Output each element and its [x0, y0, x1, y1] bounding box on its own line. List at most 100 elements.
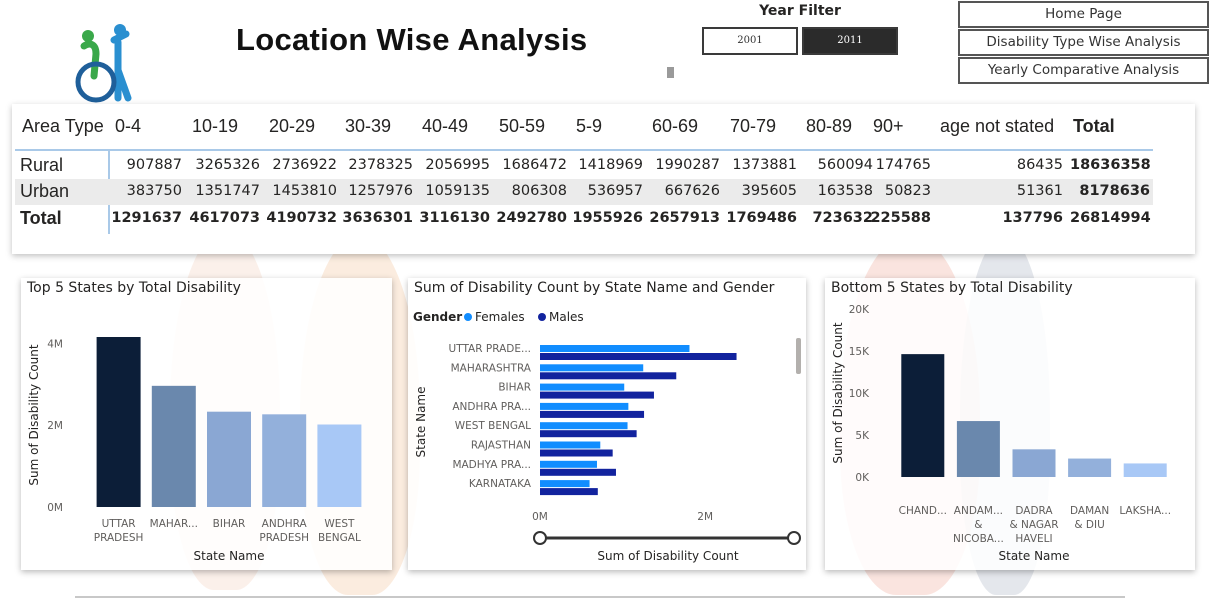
matrix-cell: 18636358	[1070, 157, 1151, 173]
x-tick-label: NICOBA...	[953, 533, 1004, 545]
bar[interactable]	[540, 353, 737, 360]
matrix-col-header: age not stated	[940, 116, 1055, 136]
bar[interactable]	[1123, 463, 1167, 477]
bar[interactable]	[1068, 458, 1112, 477]
matrix-row-label-rural: Rural	[20, 155, 64, 175]
y-tick-label: 20K	[849, 304, 870, 316]
matrix-cell: 1373881	[732, 157, 797, 173]
home-page-button[interactable]: Home Page	[958, 1, 1209, 28]
bottom5-states-chart: 0K 5K 10K 15K 20K CHAND... ANDAM... & NICOBA... D…	[831, 304, 1171, 563]
bar[interactable]	[540, 430, 637, 438]
matrix-cell: 2736922	[272, 157, 337, 173]
x-tick-label: MAHAR...	[150, 518, 198, 530]
year-button-2001[interactable]: 2001	[702, 27, 798, 55]
bar[interactable]	[901, 354, 945, 477]
age-area-matrix: Area Type 0-4 10-19 20-29 30-39 40-49 50…	[12, 104, 1195, 254]
x-axis-title: State Name	[194, 549, 265, 563]
matrix-cell: 536957	[587, 183, 643, 199]
bar[interactable]	[540, 468, 616, 476]
x-tick-label: HAVELI	[1015, 533, 1052, 545]
y-tick-label: RAJASTHAN	[471, 440, 531, 452]
year-button-2011[interactable]: 2011	[802, 27, 898, 55]
bar[interactable]	[540, 345, 690, 352]
yearly-comparative-analysis-button[interactable]: Yearly Comparative Analysis	[958, 57, 1209, 84]
bar[interactable]	[540, 460, 597, 468]
y-tick-label: 10K	[849, 388, 870, 400]
matrix-col-header: 10-19	[192, 116, 239, 136]
small-marker	[667, 67, 674, 78]
matrix-col-header: 80-89	[806, 116, 853, 136]
zoom-slider-handle-right[interactable]	[787, 531, 801, 545]
legend-item[interactable]: Males	[549, 310, 584, 324]
year-filter-label: Year Filter	[759, 3, 841, 19]
bottom5-states-panel: Bottom 5 States by Total Disability 0K 5K…	[825, 278, 1195, 570]
matrix-cell: 2657913	[649, 210, 720, 226]
y-tick-label: BIHAR	[498, 382, 531, 394]
matrix-cell: 1686472	[502, 157, 567, 173]
x-tick-label: ANDAM...	[954, 505, 1003, 517]
y-tick-label: ANDHRA PRA...	[452, 401, 531, 413]
bar[interactable]	[96, 337, 141, 507]
zoom-slider-handle-left[interactable]	[533, 531, 547, 545]
bar[interactable]	[151, 385, 196, 507]
matrix-cell: 806308	[511, 183, 567, 199]
matrix-col-header: 90+	[873, 116, 904, 136]
matrix-cell: 1453810	[272, 183, 337, 199]
matrix-cell: 86435	[1016, 157, 1063, 173]
matrix-cell: 51361	[1016, 183, 1063, 199]
y-tick-label: 2M	[47, 420, 63, 432]
bar[interactable]	[540, 402, 629, 410]
bar[interactable]	[540, 364, 644, 372]
matrix-cell: 383750	[126, 183, 182, 199]
bar[interactable]	[540, 372, 677, 380]
matrix-cell: 4617073	[189, 210, 260, 226]
matrix-cell: 1990287	[655, 157, 720, 173]
legend-item[interactable]: Females	[475, 310, 525, 324]
bar[interactable]	[540, 383, 625, 391]
matrix-col-header: 0-4	[115, 116, 142, 136]
y-tick-label: 4M	[47, 338, 63, 350]
matrix-cell: 2378325	[348, 157, 413, 173]
matrix-cell: 560094	[817, 157, 873, 173]
gender-state-panel: Sum of Disability Count by State Name an…	[408, 278, 806, 570]
disability-type-analysis-button[interactable]: Disability Type Wise Analysis	[958, 29, 1209, 56]
x-tick-label: LAKSHA...	[1119, 505, 1171, 517]
y-tick-label: 5K	[855, 430, 870, 442]
x-tick-label: BENGAL	[318, 532, 361, 544]
bar[interactable]	[540, 441, 601, 449]
x-tick-label: UTTAR	[102, 518, 136, 530]
bar[interactable]	[1012, 449, 1056, 477]
matrix-cell: 50823	[884, 183, 931, 199]
x-axis-title: Sum of Disability Count	[597, 549, 738, 563]
vertical-scrollbar[interactable]	[796, 338, 801, 374]
matrix-cell: 1955926	[572, 210, 643, 226]
x-tick-label: & DIU	[1074, 519, 1104, 531]
matrix-cell: 395605	[741, 183, 797, 199]
bar[interactable]	[540, 488, 598, 496]
x-tick-label: BIHAR	[213, 518, 246, 530]
bar[interactable]	[540, 391, 654, 399]
bar[interactable]	[540, 410, 645, 418]
matrix-cell: 1059135	[425, 183, 490, 199]
y-axis-title: State Name	[414, 387, 428, 458]
bar[interactable]	[540, 480, 590, 488]
matrix-col-header: 5-9	[576, 116, 603, 136]
y-tick-label: 0K	[855, 472, 870, 484]
bar[interactable]	[317, 424, 362, 507]
x-tick-label: DAMAN	[1070, 505, 1109, 517]
bar[interactable]	[540, 422, 628, 430]
matrix-cell: 723632	[812, 210, 873, 226]
bar[interactable]	[956, 421, 1000, 477]
bar[interactable]	[207, 411, 251, 507]
logo	[66, 20, 146, 104]
matrix-row-label-urban: Urban	[20, 181, 70, 201]
y-tick-label: WEST BENGAL	[455, 420, 531, 432]
bar[interactable]	[540, 449, 613, 457]
bar[interactable]	[262, 414, 307, 507]
x-tick-label: 2M	[697, 511, 713, 523]
y-tick-label: 0M	[47, 502, 63, 514]
x-tick-label: &	[974, 519, 982, 531]
y-tick-label: 15K	[849, 346, 870, 358]
matrix-cell: 174765	[875, 157, 931, 173]
y-axis-title: Sum of Disability Count	[831, 322, 845, 463]
